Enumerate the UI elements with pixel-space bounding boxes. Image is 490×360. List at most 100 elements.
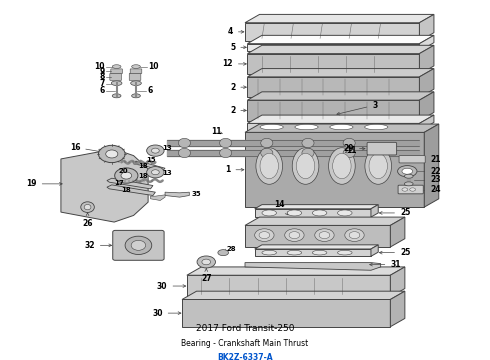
Polygon shape: [107, 185, 155, 195]
Ellipse shape: [338, 210, 352, 216]
Polygon shape: [247, 44, 419, 51]
Ellipse shape: [404, 174, 413, 178]
Polygon shape: [245, 225, 391, 247]
Polygon shape: [247, 123, 419, 131]
Ellipse shape: [259, 231, 270, 239]
Ellipse shape: [295, 125, 318, 130]
Ellipse shape: [349, 231, 360, 239]
Ellipse shape: [402, 168, 413, 174]
Ellipse shape: [262, 210, 276, 216]
Polygon shape: [247, 77, 419, 98]
Text: 30: 30: [157, 282, 186, 291]
Ellipse shape: [147, 167, 164, 178]
Polygon shape: [245, 262, 381, 270]
Polygon shape: [245, 132, 424, 207]
Ellipse shape: [292, 148, 319, 184]
Text: 28: 28: [226, 246, 236, 252]
Text: Bearing - Crankshaft Main Thrust: Bearing - Crankshaft Main Thrust: [181, 339, 309, 348]
Ellipse shape: [397, 166, 417, 177]
Text: 19: 19: [26, 179, 62, 188]
Ellipse shape: [106, 150, 118, 158]
Ellipse shape: [261, 138, 273, 148]
Text: 8: 8: [99, 72, 104, 81]
Ellipse shape: [121, 172, 132, 179]
Text: 2: 2: [230, 106, 246, 115]
Polygon shape: [182, 291, 405, 300]
Polygon shape: [245, 124, 439, 132]
Ellipse shape: [260, 125, 283, 130]
Text: 25: 25: [379, 208, 411, 217]
Text: 35: 35: [192, 191, 201, 197]
Ellipse shape: [404, 182, 413, 186]
FancyBboxPatch shape: [130, 69, 142, 73]
Polygon shape: [247, 35, 434, 44]
Ellipse shape: [369, 153, 388, 179]
Ellipse shape: [81, 202, 95, 212]
Text: 17: 17: [114, 180, 124, 186]
Ellipse shape: [115, 168, 138, 183]
Ellipse shape: [255, 229, 274, 242]
Polygon shape: [150, 195, 165, 201]
FancyBboxPatch shape: [367, 142, 396, 155]
Text: 4: 4: [228, 27, 244, 36]
Text: 6: 6: [99, 86, 104, 95]
Ellipse shape: [338, 250, 352, 255]
Ellipse shape: [84, 204, 91, 210]
Text: 23: 23: [430, 175, 441, 184]
Ellipse shape: [319, 231, 330, 239]
Polygon shape: [134, 161, 165, 171]
Polygon shape: [107, 178, 153, 189]
Polygon shape: [247, 92, 434, 100]
Polygon shape: [424, 124, 439, 207]
Polygon shape: [247, 54, 419, 74]
Text: 11: 11: [346, 146, 357, 155]
Text: 13: 13: [163, 145, 172, 151]
Ellipse shape: [256, 148, 283, 184]
Ellipse shape: [315, 229, 334, 242]
Polygon shape: [255, 245, 378, 249]
Ellipse shape: [220, 138, 232, 148]
Polygon shape: [255, 209, 371, 217]
Ellipse shape: [410, 188, 416, 191]
Ellipse shape: [333, 153, 351, 179]
Polygon shape: [419, 92, 434, 121]
Text: 10: 10: [94, 62, 104, 71]
Text: 18: 18: [122, 186, 131, 193]
Ellipse shape: [131, 81, 141, 86]
Polygon shape: [391, 291, 405, 327]
Ellipse shape: [197, 256, 216, 268]
Ellipse shape: [343, 138, 355, 148]
Polygon shape: [245, 217, 405, 225]
Ellipse shape: [178, 138, 191, 148]
Ellipse shape: [151, 170, 159, 175]
Ellipse shape: [98, 145, 125, 163]
Text: 29: 29: [343, 144, 365, 153]
Text: 5: 5: [230, 43, 246, 52]
Polygon shape: [245, 23, 419, 41]
Polygon shape: [247, 115, 434, 123]
Polygon shape: [165, 192, 189, 197]
Polygon shape: [371, 245, 378, 256]
Text: 26: 26: [82, 213, 93, 228]
Polygon shape: [187, 267, 405, 275]
FancyBboxPatch shape: [129, 73, 141, 81]
Ellipse shape: [330, 125, 353, 130]
Polygon shape: [255, 249, 371, 256]
Ellipse shape: [220, 148, 232, 158]
Polygon shape: [247, 68, 434, 77]
Text: 21: 21: [430, 155, 441, 164]
Text: 14: 14: [273, 200, 288, 215]
Text: 2017 Ford Transit-250: 2017 Ford Transit-250: [196, 324, 294, 333]
FancyBboxPatch shape: [111, 69, 122, 73]
Ellipse shape: [302, 148, 314, 158]
Ellipse shape: [329, 148, 355, 184]
Polygon shape: [247, 45, 434, 54]
Text: 12: 12: [222, 59, 246, 68]
Ellipse shape: [125, 236, 152, 255]
Polygon shape: [391, 267, 405, 297]
FancyBboxPatch shape: [110, 73, 122, 81]
Polygon shape: [61, 149, 148, 222]
Text: 10: 10: [148, 62, 159, 71]
Ellipse shape: [112, 94, 121, 98]
Text: 6: 6: [147, 86, 152, 95]
